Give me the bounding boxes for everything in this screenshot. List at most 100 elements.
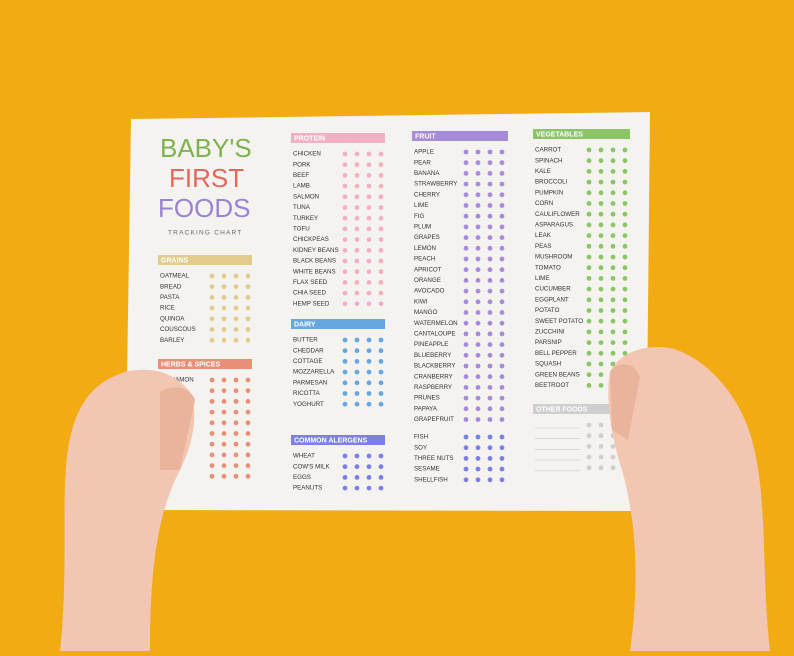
check-dot: [598, 329, 604, 335]
check-dot: [598, 222, 604, 228]
food-item: CHIA SEED: [293, 290, 327, 297]
check-dot: [366, 269, 372, 275]
check-dot: [354, 348, 360, 354]
section-title: PROTEIN: [294, 135, 325, 142]
check-dot: [610, 350, 616, 356]
check-dot: [366, 475, 372, 480]
food-item: BREAD: [160, 283, 182, 290]
section-header: [291, 435, 385, 445]
check-dot: [598, 190, 604, 196]
check-dot: [378, 269, 384, 275]
section-header: [158, 255, 252, 265]
check-dot: [499, 466, 505, 472]
section-title: GRAINS: [161, 257, 189, 264]
food-item: SWEET POTATO: [535, 318, 583, 325]
check-dot: [622, 265, 628, 271]
check-dot: [586, 243, 592, 249]
chart-content: GRAINS OATMEAL BREAD PASTA RICE QUINOA COUSCOU…: [158, 129, 630, 492]
check-dot: [342, 359, 348, 364]
check-dot: [378, 205, 384, 210]
food-item: PEAR: [414, 159, 431, 166]
check-dot: [499, 256, 505, 262]
check-dot: [487, 235, 493, 241]
check-dot: [610, 233, 616, 239]
check-dot: [366, 401, 372, 407]
check-dot: [499, 352, 505, 358]
check-dot: [342, 401, 348, 407]
check-dot: [475, 466, 481, 472]
check-dot: [610, 169, 616, 174]
check-dot: [463, 363, 469, 369]
check-dot: [475, 331, 481, 337]
check-dot: [475, 342, 481, 347]
food-item: BEEF: [293, 172, 309, 179]
check-dot: [354, 258, 360, 264]
food-item: WATERMELON: [414, 320, 458, 327]
check-dot: [366, 183, 372, 189]
check-dot: [221, 284, 227, 290]
food-item: GREEN BEANS: [535, 371, 580, 378]
check-dot: [342, 475, 348, 480]
check-dot: [499, 374, 505, 380]
check-dot: [586, 233, 592, 239]
check-dot: [598, 233, 604, 239]
food-item: MOZZARELLA: [293, 369, 335, 376]
check-dot: [342, 337, 348, 343]
check-dot: [463, 466, 469, 472]
check-dot: [487, 342, 493, 347]
check-dot: [209, 473, 215, 479]
check-dot: [622, 254, 628, 260]
check-dot: [342, 151, 348, 157]
check-dot: [245, 452, 251, 458]
check-dot: [622, 222, 628, 228]
check-dot: [499, 331, 505, 337]
check-dot: [354, 359, 360, 364]
food-item: BLACKBERRY: [414, 363, 456, 370]
check-dot: [475, 299, 481, 305]
section-header: [533, 404, 630, 414]
check-dot: [586, 329, 592, 335]
check-dot: [463, 417, 469, 422]
check-dot: [245, 463, 251, 468]
check-dot: [610, 158, 616, 164]
check-dot: [487, 224, 493, 230]
food-item: COW'S MILK: [293, 463, 330, 470]
check-dot: [622, 147, 628, 153]
check-dot: [499, 181, 505, 187]
check-dot: [233, 273, 239, 279]
check-dot: [499, 203, 505, 208]
check-dot: [598, 147, 604, 153]
check-dot: [499, 224, 505, 230]
check-dot: [499, 434, 505, 440]
food-item: LIME: [535, 275, 549, 282]
check-dot: [463, 256, 469, 262]
check-dot: [366, 301, 372, 307]
check-dot: [463, 278, 469, 283]
check-dot: [586, 265, 592, 271]
food-item: PLUM: [414, 224, 431, 231]
check-dot: [342, 226, 348, 232]
section-title: FRUIT: [415, 133, 436, 140]
check-dot: [209, 399, 215, 404]
check-dot: [366, 359, 372, 364]
check-dot: [598, 465, 604, 471]
food-item: THREE NUTS: [414, 455, 454, 462]
check-dot: [487, 352, 493, 358]
check-dot: [221, 463, 227, 468]
check-dot: [342, 215, 348, 221]
check-dot: [487, 374, 493, 380]
check-dot: [366, 464, 372, 470]
check-dot: [378, 226, 384, 232]
check-dot: [354, 280, 360, 285]
section-title: DAIRY: [294, 321, 316, 328]
check-dot: [354, 151, 360, 157]
food-item: CUCUMBER: [535, 286, 571, 293]
check-dot: [378, 475, 384, 480]
check-dot: [342, 183, 348, 189]
check-dot: [499, 445, 505, 451]
check-dot: [354, 453, 360, 459]
check-dot: [209, 420, 215, 426]
check-dot: [622, 169, 628, 174]
check-dot: [598, 372, 604, 378]
check-dot: [586, 444, 592, 449]
